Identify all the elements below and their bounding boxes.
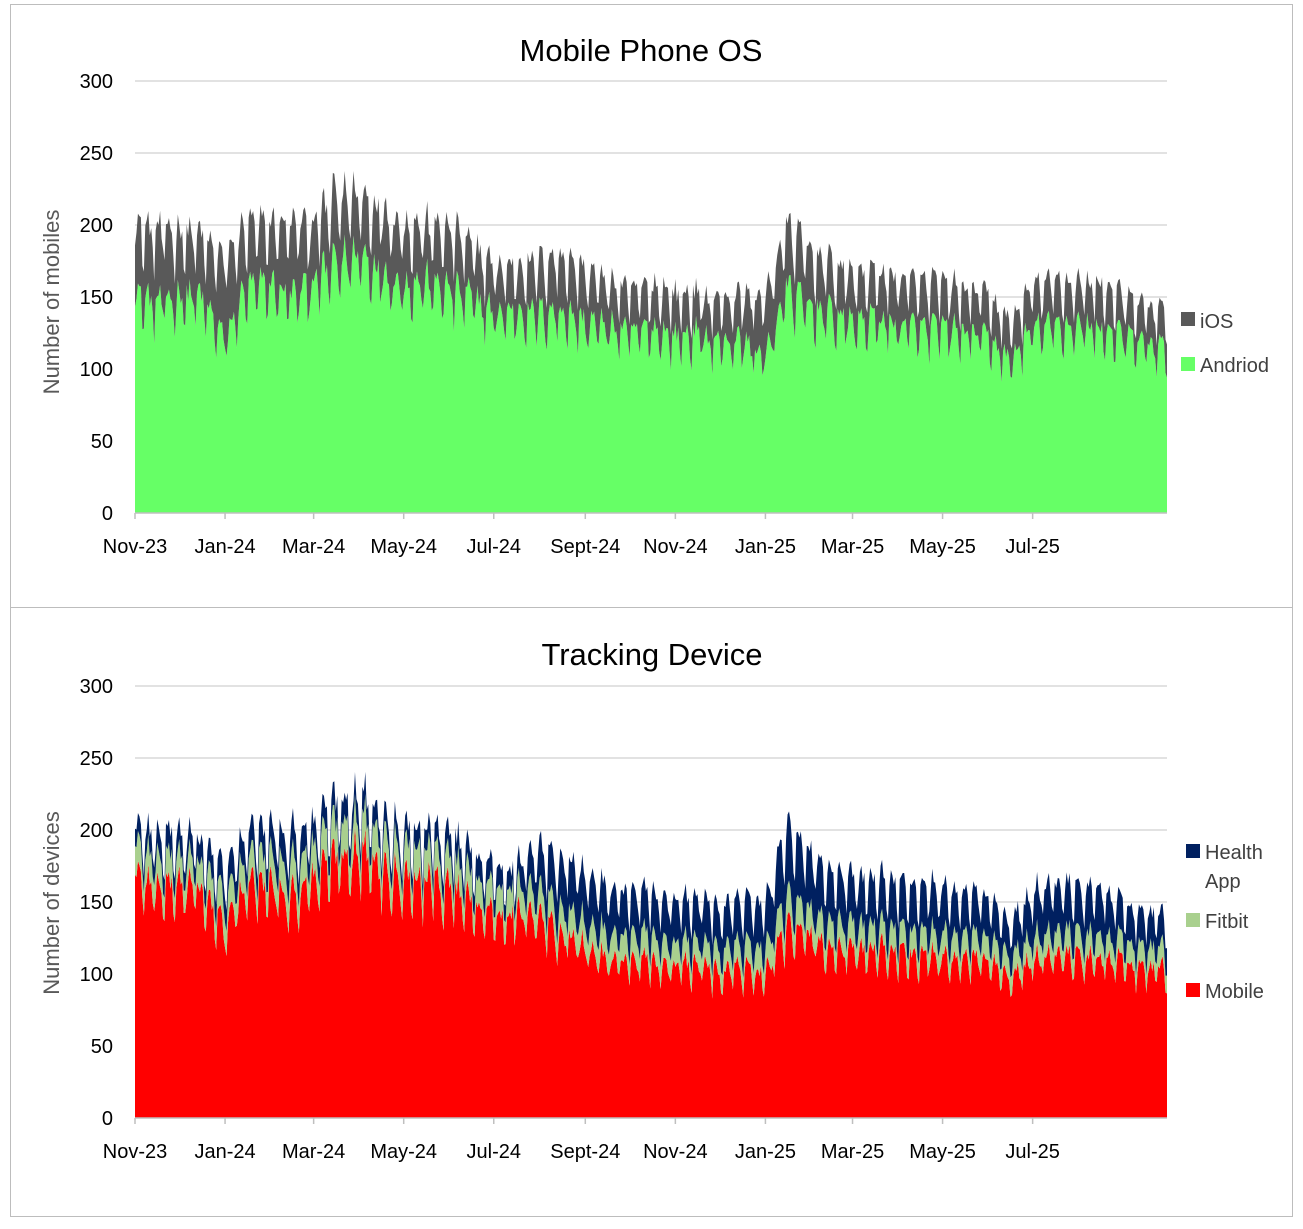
x-tick-label: Jan-24 — [194, 1141, 255, 1163]
legend: iOS Andriod — [1181, 311, 1269, 377]
y-tick-label: 100 — [80, 964, 113, 986]
y-tick-label: 250 — [80, 143, 113, 165]
x-tick-label: Jul-25 — [1005, 536, 1059, 558]
x-axis-ticks: Nov-23 Jan-24 Mar-24 May-24 Jul-24 Sept-24 Nov… — [103, 1118, 1060, 1163]
chart-panel-mobile-os: Mobile Phone OS 0 50 100 150 200 250 300 Nov-2… — [10, 4, 1293, 609]
x-tick-label: Mar-24 — [282, 1141, 345, 1163]
x-tick-label: May-24 — [370, 1141, 437, 1163]
y-tick-label: 150 — [80, 892, 113, 914]
x-tick-label: Sept-24 — [550, 1141, 620, 1163]
x-tick-label: Nov-23 — [103, 1141, 167, 1163]
legend-label-ios: iOS — [1200, 311, 1233, 333]
x-tick-label: Mar-25 — [821, 536, 884, 558]
y-axis-ticks: 0 50 100 150 200 250 300 — [80, 676, 113, 1130]
y-tick-label: 250 — [80, 748, 113, 770]
legend: Health App Fitbit Mobile — [1186, 842, 1264, 1003]
plot-areas — [135, 771, 1167, 1119]
y-tick-label: 0 — [102, 503, 113, 525]
area-series-mobile — [135, 826, 1167, 1118]
area-series-ios — [135, 171, 1167, 383]
area-series-andriod — [135, 234, 1167, 513]
area-series-health-app — [135, 771, 1167, 979]
x-tick-label: May-25 — [909, 1141, 976, 1163]
y-tick-label: 100 — [80, 359, 113, 381]
y-tick-label: 150 — [80, 287, 113, 309]
x-tick-label: Nov-24 — [643, 1141, 707, 1163]
legend-label-health-app-line1: Health — [1205, 842, 1263, 864]
x-tick-label: Jul-25 — [1005, 1141, 1059, 1163]
chart-panel-tracking-device: Tracking Device 0 50 100 150 200 250 300 Nov-2… — [10, 607, 1293, 1217]
legend-label-health-app-line2: App — [1205, 871, 1241, 893]
legend-swatch-android — [1181, 357, 1195, 371]
legend-label-android: Andriod — [1200, 355, 1269, 377]
y-axis-label: Number of mobiles — [39, 210, 64, 395]
x-tick-label: May-24 — [370, 536, 437, 558]
x-tick-label: Mar-24 — [282, 536, 345, 558]
area-series-fitbit — [135, 793, 1167, 999]
y-tick-label: 50 — [91, 431, 113, 453]
x-tick-label: Jan-25 — [735, 536, 796, 558]
chart-title: Mobile Phone OS — [520, 33, 763, 68]
legend-label-mobile: Mobile — [1205, 981, 1264, 1003]
chart-tracking-device: Tracking Device 0 50 100 150 200 250 300 Nov-2… — [39, 637, 1264, 1163]
legend-swatch-fitbit — [1186, 913, 1200, 927]
y-axis-ticks: 0 50 100 150 200 250 300 — [80, 71, 113, 525]
y-tick-label: 200 — [80, 820, 113, 842]
y-tick-label: 50 — [91, 1036, 113, 1058]
legend-label-fitbit: Fitbit — [1205, 911, 1249, 933]
x-tick-label: Jan-24 — [194, 536, 255, 558]
x-tick-label: Sept-24 — [550, 536, 620, 558]
x-tick-label: Jul-24 — [467, 536, 521, 558]
x-tick-label: Jan-25 — [735, 1141, 796, 1163]
x-tick-label: Mar-25 — [821, 1141, 884, 1163]
x-tick-label: Nov-24 — [643, 536, 707, 558]
legend-swatch-ios — [1181, 312, 1195, 326]
plot-areas — [135, 171, 1167, 514]
y-tick-label: 0 — [102, 1108, 113, 1130]
x-axis-ticks: Nov-23 Jan-24 Mar-24 May-24 Jul-24 Sept-24 Nov… — [103, 513, 1060, 558]
chart-title: Tracking Device — [541, 637, 762, 672]
y-axis-label: Number of devices — [39, 811, 64, 994]
y-tick-label: 200 — [80, 215, 113, 237]
x-tick-label: May-25 — [909, 536, 976, 558]
y-tick-label: 300 — [80, 676, 113, 698]
x-tick-label: Jul-24 — [467, 1141, 521, 1163]
legend-swatch-mobile — [1186, 983, 1200, 997]
y-tick-label: 300 — [80, 71, 113, 93]
legend-swatch-health-app — [1186, 844, 1200, 858]
x-tick-label: Nov-23 — [103, 536, 167, 558]
chart-mobile-os: Mobile Phone OS 0 50 100 150 200 250 300 Nov-2… — [39, 33, 1269, 558]
